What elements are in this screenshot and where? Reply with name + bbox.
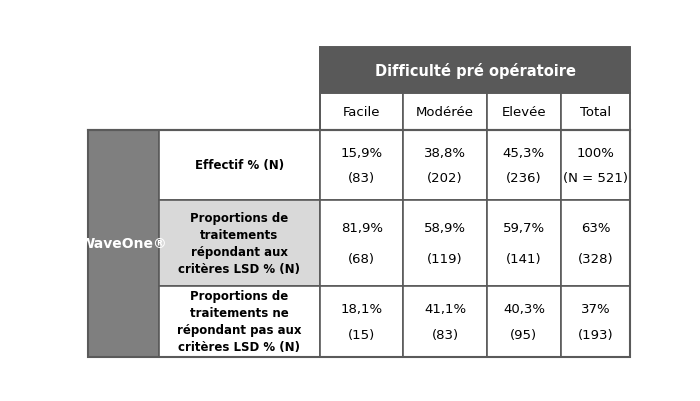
Text: Effectif % (N): Effectif % (N) xyxy=(195,159,284,172)
Text: Total: Total xyxy=(580,105,611,119)
Bar xyxy=(403,130,486,200)
Bar xyxy=(486,200,561,286)
Bar xyxy=(159,200,320,286)
Text: (141): (141) xyxy=(506,253,542,265)
Text: (236): (236) xyxy=(506,172,542,184)
Text: 38,8%: 38,8% xyxy=(424,146,466,159)
Text: 100%: 100% xyxy=(577,146,615,159)
Bar xyxy=(320,130,403,200)
Text: 40,3%: 40,3% xyxy=(503,302,545,316)
Text: WaveOne®: WaveOne® xyxy=(79,237,167,251)
Bar xyxy=(403,94,486,130)
Bar xyxy=(320,48,630,94)
Text: (202): (202) xyxy=(427,172,463,184)
Bar xyxy=(486,286,561,357)
Text: 81,9%: 81,9% xyxy=(341,222,383,235)
Bar xyxy=(561,94,630,130)
Bar xyxy=(561,286,630,357)
Bar xyxy=(486,130,561,200)
Bar xyxy=(403,286,486,357)
Text: (328): (328) xyxy=(578,253,613,265)
Bar xyxy=(88,48,320,130)
Bar xyxy=(159,286,320,357)
Bar xyxy=(486,94,561,130)
Text: (83): (83) xyxy=(348,172,375,184)
Text: 63%: 63% xyxy=(581,222,610,235)
Text: (68): (68) xyxy=(349,253,375,265)
Text: Difficulté pré opératoire: Difficulté pré opératoire xyxy=(374,63,575,79)
Text: (95): (95) xyxy=(510,328,538,341)
Text: 18,1%: 18,1% xyxy=(341,302,383,316)
Text: (119): (119) xyxy=(427,253,463,265)
Text: 15,9%: 15,9% xyxy=(341,146,383,159)
Text: Proportions de
traitements ne
répondant pas aux
critères LSD % (N): Proportions de traitements ne répondant … xyxy=(177,290,302,354)
Text: 41,1%: 41,1% xyxy=(424,302,466,316)
Text: 58,9%: 58,9% xyxy=(424,222,466,235)
Bar xyxy=(88,130,159,357)
Text: Proportions de
traitements
répondant aux
critères LSD % (N): Proportions de traitements répondant aux… xyxy=(178,212,300,275)
Text: Modérée: Modérée xyxy=(416,105,474,119)
Text: Elevée: Elevée xyxy=(502,105,546,119)
Text: (N = 521): (N = 521) xyxy=(563,172,628,184)
Text: 59,7%: 59,7% xyxy=(503,222,545,235)
Bar xyxy=(561,200,630,286)
Text: (15): (15) xyxy=(348,328,375,341)
Text: 45,3%: 45,3% xyxy=(503,146,545,159)
Bar xyxy=(320,200,403,286)
Bar xyxy=(88,130,630,357)
Text: Facile: Facile xyxy=(343,105,381,119)
Text: (83): (83) xyxy=(431,328,458,341)
Text: (193): (193) xyxy=(578,328,613,341)
Bar xyxy=(159,130,320,200)
Text: 37%: 37% xyxy=(581,302,610,316)
Bar xyxy=(561,130,630,200)
Bar xyxy=(320,94,403,130)
Bar xyxy=(320,286,403,357)
Bar xyxy=(403,200,486,286)
Bar xyxy=(320,48,630,130)
